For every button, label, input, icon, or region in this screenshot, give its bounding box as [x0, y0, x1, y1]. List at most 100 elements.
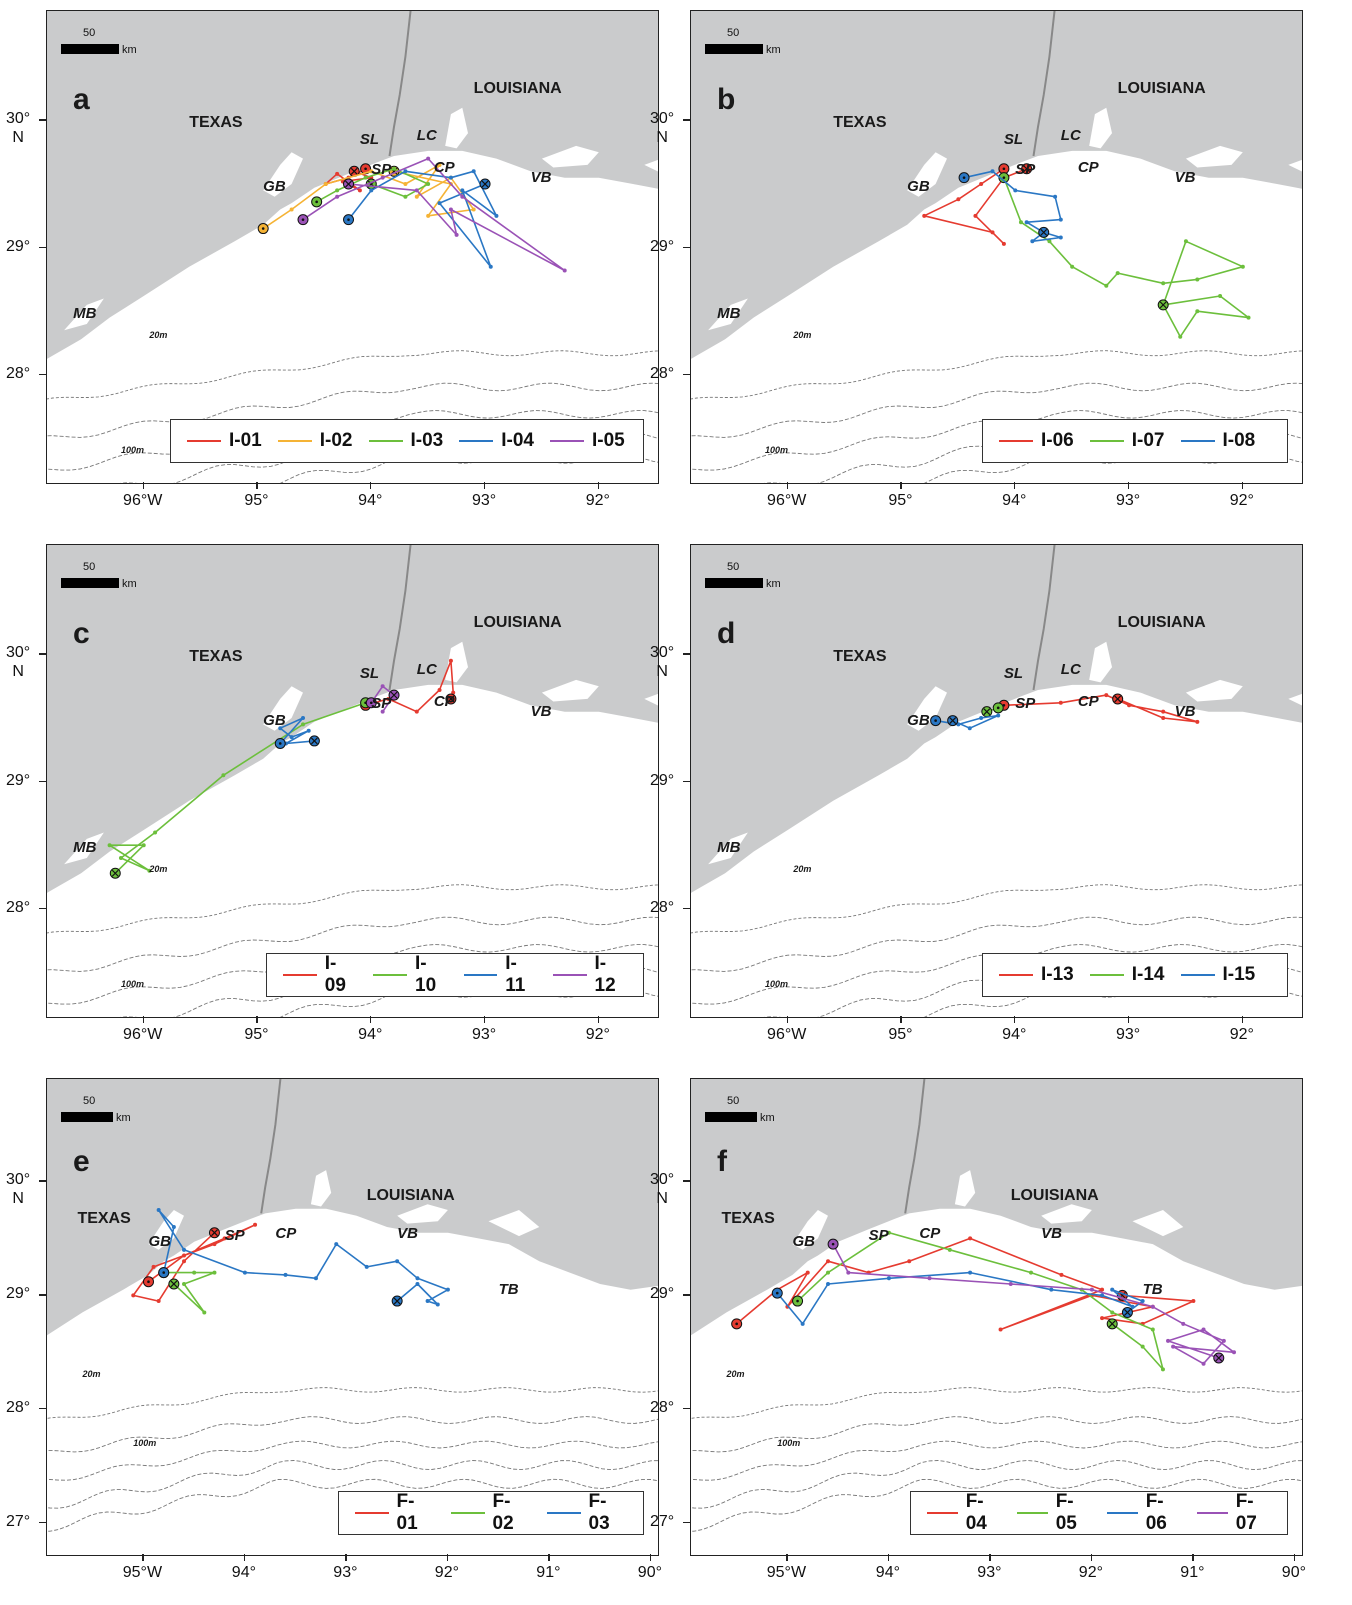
state-label: TEXAS: [189, 114, 243, 132]
track-fix: [156, 1299, 161, 1304]
track-fix: [107, 843, 112, 848]
map-frame: b TEXAS LOUISIANA GB SL LC SP CP VB MB 20m 100m 50 km…: [690, 10, 1303, 484]
legend-swatch: [550, 440, 584, 442]
land: [47, 1079, 658, 1336]
track-fix: [131, 1293, 136, 1298]
place-label: CP: [433, 158, 455, 176]
panel-letter: a: [73, 83, 90, 116]
track-fix: [182, 1259, 187, 1264]
bay-0: [907, 686, 947, 731]
track-fix: [1089, 1287, 1094, 1292]
track-fix: [1058, 700, 1063, 705]
track-fix: [1104, 693, 1109, 698]
track-fix: [306, 728, 311, 733]
legend-swatch: [1180, 440, 1215, 442]
longitude-tick: [786, 482, 788, 489]
track-fix: [996, 713, 1001, 718]
longitude-label: 92°: [585, 1026, 610, 1043]
track-fix: [335, 171, 340, 176]
track-fix: [907, 1259, 912, 1264]
track-fix: [415, 1281, 420, 1286]
legend-label: I-13: [1041, 964, 1074, 985]
latitude-label: 28°: [6, 364, 31, 382]
legend-label: F-03: [588, 1491, 610, 1534]
track-fix: [1150, 1327, 1155, 1332]
track-fix: [1110, 1287, 1115, 1292]
map-panel-d: d TEXAS LOUISIANA GB SL LC SP CP VB MB 20m 100m 50 km…: [650, 544, 1303, 1043]
legend-item: I-09: [283, 953, 357, 997]
track-fix: [1201, 1327, 1206, 1332]
map-frame: d TEXAS LOUISIANA GB SL LC SP CP VB MB 20m 100m 50 km…: [690, 544, 1303, 1018]
track-fix: [454, 232, 459, 237]
scale-bar-fill: [705, 44, 763, 54]
place-label: GB: [792, 1232, 815, 1250]
track-fix: [301, 716, 306, 721]
bay-2: [1185, 145, 1243, 168]
longitude-tick: [243, 1554, 246, 1561]
track-fix: [1183, 239, 1188, 244]
isobath-line: [47, 410, 658, 471]
place-label: GB: [263, 177, 286, 195]
track-fix: [445, 1287, 450, 1292]
track-fix: [1195, 309, 1200, 314]
track-fix: [395, 1259, 400, 1264]
bay-4: [708, 298, 748, 331]
place-label: VB: [397, 1224, 418, 1242]
track-fix: [1161, 281, 1166, 286]
track-fix: [973, 213, 978, 218]
isobath-label: 20m: [149, 330, 168, 341]
bay-3: [644, 159, 658, 172]
longitude-tick: [1192, 1554, 1194, 1561]
track-fix: [998, 1327, 1003, 1332]
track-I-04: [347, 170, 498, 268]
longitude-tick: [256, 482, 258, 489]
legend-item: I-05: [550, 430, 625, 452]
track-I-13: [1003, 694, 1199, 723]
state-border: [1032, 545, 1056, 691]
isobath-label: 20m: [793, 330, 812, 341]
place-label: TB: [1142, 1280, 1163, 1298]
bay-1: [445, 107, 468, 149]
track-fix: [1201, 1361, 1206, 1366]
legend-item: F-05: [1017, 1491, 1091, 1535]
track-fix: [1231, 1350, 1236, 1355]
legend-label: I-04: [501, 430, 534, 451]
panel-letter: c: [73, 617, 90, 650]
bay-1: [1089, 107, 1112, 149]
latitude-tick: [39, 1408, 46, 1410]
track-fix: [1053, 194, 1058, 199]
isobath-label: 20m: [149, 864, 168, 875]
isobath-line: [47, 1440, 658, 1481]
scale-unit: km: [116, 1112, 131, 1124]
isobath-line: [47, 1387, 658, 1419]
scale-unit: km: [766, 44, 781, 56]
latitude-label: 30° N: [650, 110, 675, 147]
track-I-07: [1003, 177, 1250, 338]
place-label: MB: [717, 838, 741, 856]
panel-letter: f: [717, 1145, 727, 1178]
place-label: VB: [530, 702, 552, 720]
bay-3: [644, 693, 658, 706]
track-fix: [1191, 1299, 1196, 1304]
track-fix: [494, 213, 499, 218]
longitude-label: 93°: [471, 492, 497, 509]
track-fix: [1070, 264, 1075, 269]
latitude-tick: [39, 907, 46, 910]
state-label: LOUISIANA: [1117, 79, 1206, 97]
place-label: MB: [73, 838, 97, 856]
track-fix: [392, 166, 397, 171]
track-fix: [414, 709, 419, 714]
latitude-tick: [683, 1294, 690, 1296]
track-fix: [1024, 220, 1029, 225]
bay-3: [1132, 1210, 1184, 1237]
track-fix: [471, 207, 476, 212]
place-label: VB: [1174, 702, 1196, 720]
bay-3: [1288, 159, 1302, 172]
track-fix: [141, 843, 146, 848]
longitude-tick: [1090, 1554, 1093, 1561]
longitude-label: 94°: [1002, 1026, 1027, 1043]
legend-label: I-14: [1131, 964, 1165, 985]
state-border: [904, 1079, 926, 1214]
longitude-tick: [345, 1554, 347, 1561]
track-fix: [426, 213, 431, 218]
